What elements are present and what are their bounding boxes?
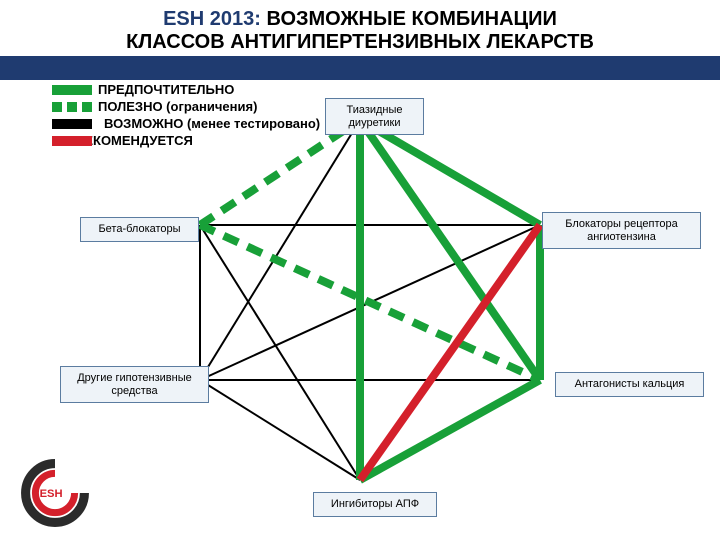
node-arb: Блокаторы рецептораангиотензина (542, 212, 701, 249)
edge (360, 120, 540, 225)
node-other: Другие гипотензивныесредства (60, 366, 209, 403)
edge (360, 380, 540, 480)
edge (200, 380, 360, 480)
esh-logo-icon: ESH (20, 458, 90, 528)
esh-logo-text: ESH (40, 488, 63, 500)
edge (200, 120, 360, 225)
node-ccb: Антагонисты кальция (555, 372, 704, 397)
edge (200, 120, 360, 380)
node-betablock: Бета-блокаторы (80, 217, 199, 242)
node-acei: Ингибиторы АПФ (313, 492, 437, 517)
network-diagram (0, 0, 720, 540)
edge (360, 225, 540, 480)
node-thiazide: Тиазидныедиуретики (325, 98, 424, 135)
